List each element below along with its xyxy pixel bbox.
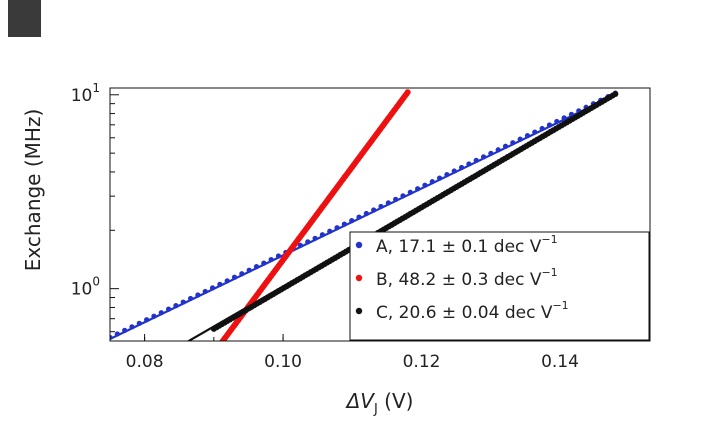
data-point-0-44 [429, 179, 435, 185]
data-point-0-1 [114, 331, 120, 337]
x-tick-label-3: 0.14 [541, 352, 579, 372]
x-tick-label-2: 0.12 [403, 352, 441, 372]
data-point-0-36 [371, 207, 377, 213]
data-point-2-149 [612, 90, 619, 97]
data-point-0-32 [341, 221, 347, 227]
data-point-0-62 [561, 115, 567, 121]
data-point-0-47 [451, 168, 457, 174]
data-point-0-52 [488, 150, 494, 156]
data-point-0-57 [524, 133, 531, 139]
fit-line-0 [110, 93, 616, 340]
data-point-0-18 [239, 271, 245, 277]
data-point-0-19 [246, 267, 252, 273]
data-point-0-55 [510, 140, 516, 146]
data-point-0-8 [165, 306, 172, 312]
data-point-1-139 [404, 89, 411, 96]
x-tick-label-1: 0.10 [264, 352, 302, 372]
data-point-0-38 [385, 200, 391, 206]
data-point-0-12 [195, 292, 201, 298]
data-point-0-54 [502, 143, 509, 149]
data-point-0-14 [209, 285, 216, 291]
y-axis-ticks: 100 101 [71, 81, 119, 333]
y-tick-label-1: 101 [71, 81, 100, 106]
data-point-0-27 [305, 239, 311, 245]
data-point-0-30 [327, 228, 333, 234]
data-point-0-31 [334, 225, 340, 231]
data-point-0-50 [473, 157, 479, 164]
x-axis-label: ΔVJ (V) [345, 389, 414, 417]
y-axis-label: Exchange (MHz) [21, 109, 45, 271]
data-point-0-10 [180, 299, 186, 305]
data-point-0-56 [517, 136, 523, 142]
data-point-0-28 [312, 235, 318, 241]
legend-marker-1 [355, 274, 363, 282]
plot-frame [109, 87, 651, 342]
data-point-0-23 [275, 253, 282, 259]
data-point-0-58 [532, 129, 538, 135]
data-point-0-60 [546, 122, 553, 128]
data-point-0-13 [202, 288, 208, 295]
y-tick-label-0: 100 [71, 275, 100, 300]
legend-marker-2 [355, 307, 363, 315]
data-point-0-53 [495, 147, 501, 153]
legend-marker-0 [355, 241, 363, 249]
legend-box [349, 231, 650, 341]
x-axis-label-sub: J [373, 402, 378, 417]
data-point-0-7 [158, 310, 164, 316]
data-point-0-20 [253, 264, 260, 270]
data-point-0-34 [356, 214, 362, 220]
data-point-0-16 [224, 278, 230, 284]
data-point-0-37 [378, 203, 384, 210]
data-point-0-21 [261, 260, 267, 266]
x-axis-label-unit: (V) [378, 389, 414, 413]
data-point-0-0 [110, 334, 113, 341]
data-point-0-29 [319, 232, 326, 238]
legend-label-1: B, 48.2 ± 0.3 dec V−1 [376, 266, 558, 290]
legend-label-0: A, 17.1 ± 0.1 dec V−1 [376, 233, 558, 257]
data-point-0-61 [554, 118, 560, 125]
data-point-0-49 [466, 161, 472, 167]
data-point-0-48 [458, 164, 465, 171]
x-axis-label-main: ΔV [345, 389, 376, 413]
x-tick-label-0: 0.08 [126, 352, 164, 372]
legend: A, 17.1 ± 0.1 dec V−1 B, 48.2 ± 0.3 dec V… [349, 231, 650, 341]
data-point-0-40 [400, 193, 406, 199]
data-point-0-11 [187, 295, 194, 302]
data-point-0-4 [136, 320, 142, 326]
corner-marker-box [8, 0, 41, 37]
data-point-0-42 [415, 186, 421, 192]
data-point-0-59 [539, 125, 545, 132]
data-point-1-0 [219, 340, 223, 341]
data-point-0-45 [436, 175, 443, 181]
data-point-0-51 [480, 154, 487, 160]
data-point-0-17 [231, 274, 238, 280]
data-point-0-35 [363, 210, 369, 217]
data-point-0-15 [217, 281, 223, 287]
data-point-0-26 [297, 242, 304, 248]
data-point-0-33 [349, 218, 355, 224]
data-point-0-3 [129, 324, 135, 330]
data-point-0-39 [393, 196, 399, 202]
legend-label-2: C, 20.6 ± 0.04 dec V−1 [376, 299, 569, 323]
data-point-0-41 [407, 189, 413, 195]
data-point-0-43 [422, 182, 428, 188]
data-point-0-6 [151, 313, 157, 319]
data-point-0-46 [444, 171, 450, 178]
data-point-0-9 [173, 303, 179, 309]
data-point-0-5 [144, 317, 150, 323]
data-point-0-2 [122, 327, 128, 333]
data-point-0-22 [268, 256, 274, 263]
